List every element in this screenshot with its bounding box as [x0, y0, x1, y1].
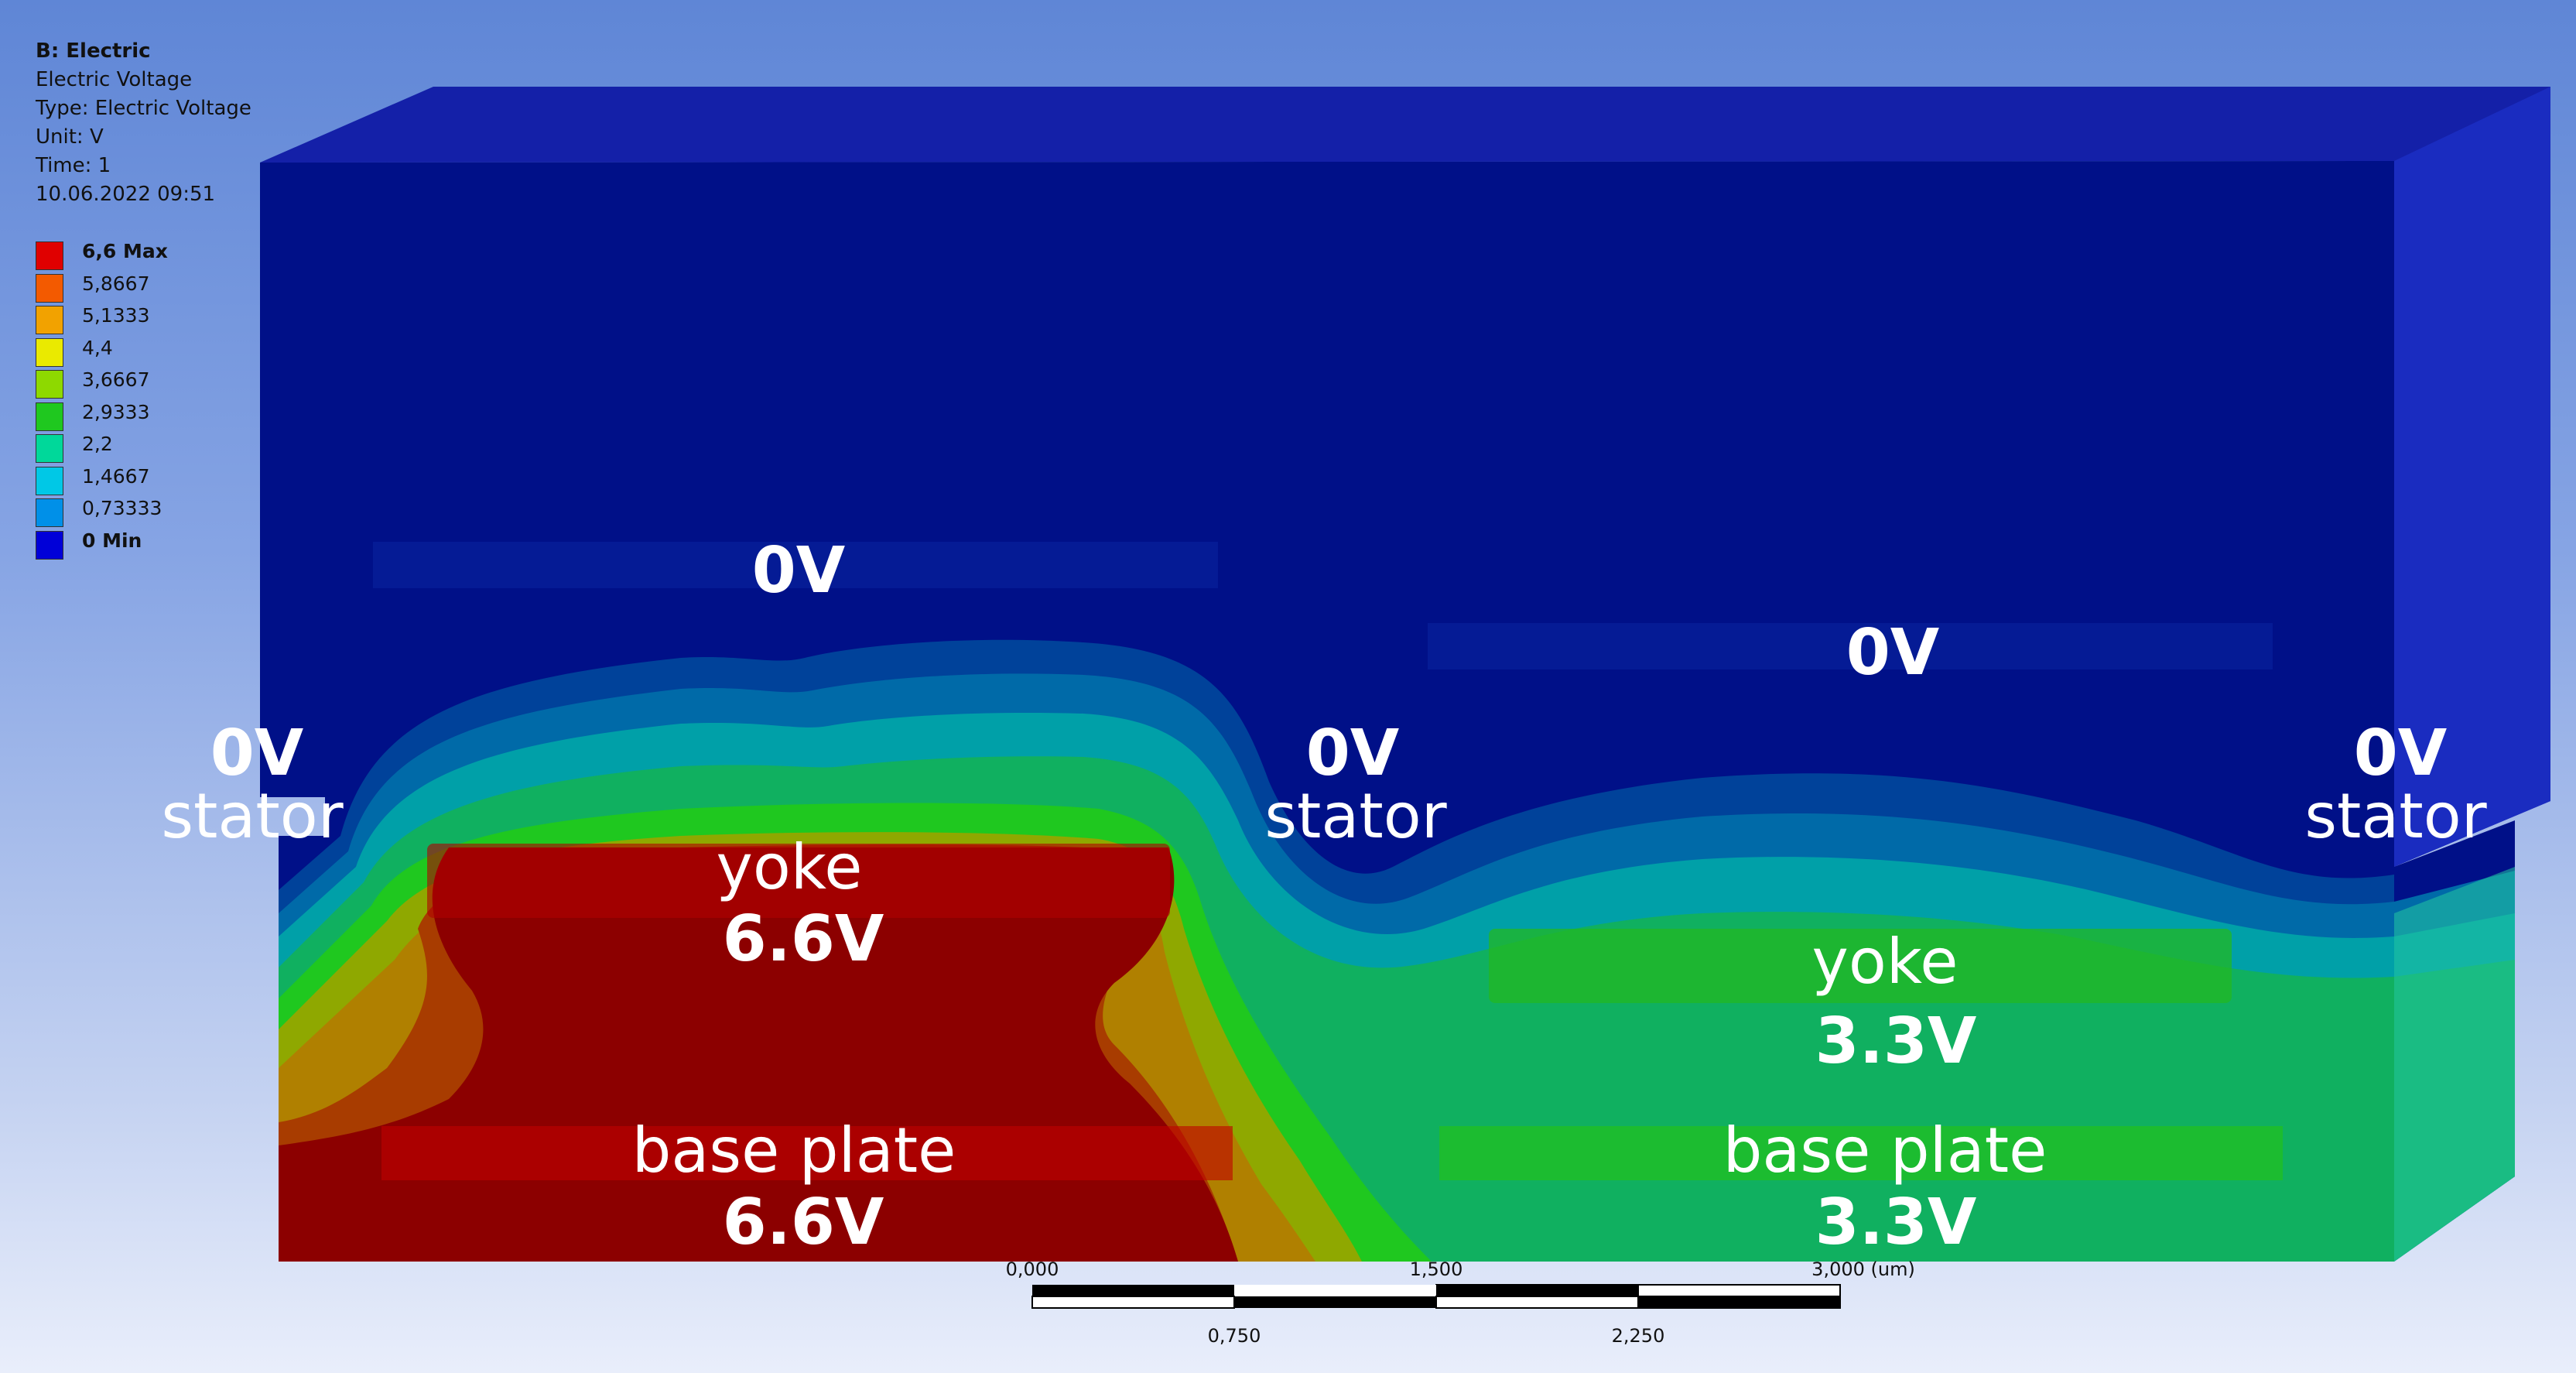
- scale-label-1500: 1,500: [1409, 1258, 1463, 1280]
- legend-swatch: [36, 273, 63, 303]
- legend-swatch: [36, 306, 63, 334]
- base-plate-left-body: [381, 1126, 1233, 1180]
- label-base-plate-right-voltage: 3.3V: [1815, 1186, 1977, 1259]
- legend-label: 5,1333: [82, 304, 150, 327]
- label-top-right-0v: 0V: [1846, 616, 1940, 690]
- scale-label-2250: 2,250: [1611, 1325, 1665, 1347]
- yoke-right-body: [1489, 929, 2232, 1003]
- label-stator-left-0v: 0V: [210, 717, 304, 790]
- legend-label: 4,4: [82, 336, 113, 359]
- electrode-top-left: [373, 542, 1218, 588]
- scale-label-750: 0,750: [1207, 1325, 1261, 1347]
- label-top-left-0v: 0V: [751, 534, 846, 608]
- label-stator-left: stator: [161, 780, 344, 852]
- label-base-plate-left-voltage: 6.6V: [722, 1186, 884, 1259]
- legend-label: 3,6667: [82, 368, 150, 391]
- scale-label-0: 0,000: [1005, 1258, 1059, 1280]
- legend-label: 0,73333: [82, 497, 162, 519]
- scale-label-3000: 3,000 (um): [1811, 1258, 1915, 1280]
- label-yoke-right-voltage: 3.3V: [1815, 1005, 1977, 1078]
- air-box-side-face: [2394, 87, 2550, 867]
- result-info-panel: B: Electric Electric Voltage Type: Elect…: [36, 37, 251, 209]
- legend-label: 2,9333: [82, 400, 150, 423]
- yoke-left-body: [427, 844, 1170, 918]
- result-date: 10.06.2022 09:51: [36, 183, 216, 206]
- legend-label: 5,8667: [82, 272, 150, 295]
- legend-swatch: [36, 337, 63, 367]
- result-unit: Unit: V: [36, 125, 104, 149]
- base-plate-right-body: [1439, 1126, 2283, 1180]
- label-yoke-left-voltage: 6.6V: [722, 902, 884, 976]
- legend-swatch: [36, 241, 63, 270]
- label-stator-right-0v: 0V: [2353, 717, 2448, 790]
- result-type: Type: Electric Voltage: [36, 97, 251, 120]
- label-yoke-right: yoke: [1811, 926, 1959, 998]
- legend-swatch: [36, 434, 63, 463]
- result-title: B: Electric: [36, 39, 151, 63]
- legend-label: 6,6 Max: [82, 240, 168, 262]
- legend-swatch: [36, 370, 63, 399]
- scale-bar: [1031, 1284, 1841, 1309]
- legend-swatch: [36, 498, 63, 527]
- right-side-face: [2394, 867, 2515, 1262]
- legend-swatch: [36, 530, 63, 560]
- label-base-plate-right: base plate: [1722, 1114, 2047, 1186]
- legend-label: 1,4667: [82, 464, 150, 488]
- label-base-plate-left: base plate: [631, 1114, 956, 1186]
- label-stator-right: stator: [2304, 780, 2487, 852]
- label-stator-mid: stator: [1264, 780, 1447, 852]
- result-name: Electric Voltage: [36, 68, 193, 91]
- electrode-top-right: [1428, 623, 2273, 669]
- legend-label: 2,2: [82, 433, 113, 455]
- legend-swatch: [36, 402, 63, 431]
- label-stator-mid-0v: 0V: [1305, 717, 1400, 790]
- legend-label: 0 Min: [82, 529, 142, 552]
- legend-swatch: [36, 466, 63, 495]
- label-yoke-left: yoke: [716, 831, 863, 903]
- result-time: Time: 1: [36, 154, 111, 177]
